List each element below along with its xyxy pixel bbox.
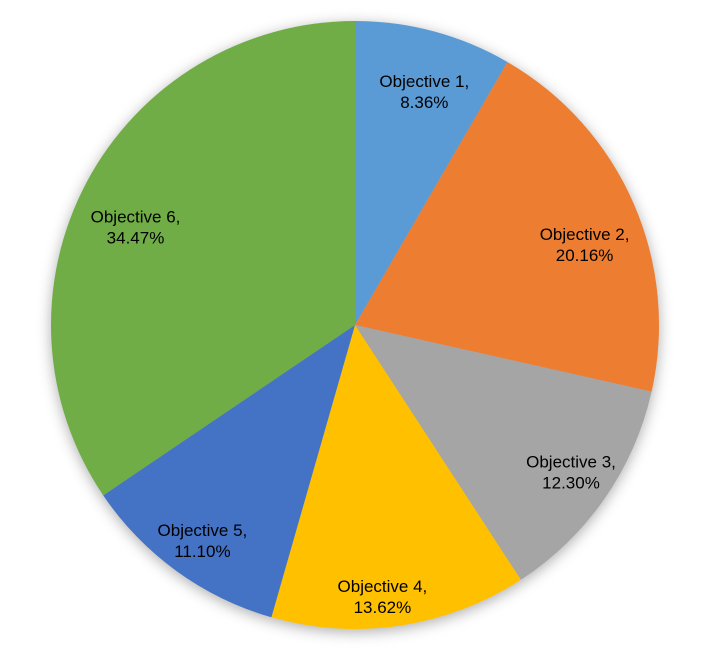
pie-slice-3 bbox=[355, 325, 652, 580]
pie-slice-4 bbox=[271, 325, 521, 630]
pie-slice-6 bbox=[51, 21, 355, 496]
pie-slice-5 bbox=[103, 325, 356, 618]
pie-slice-2 bbox=[355, 61, 660, 392]
pie-group bbox=[51, 21, 660, 630]
pie-slice-1 bbox=[355, 21, 508, 325]
